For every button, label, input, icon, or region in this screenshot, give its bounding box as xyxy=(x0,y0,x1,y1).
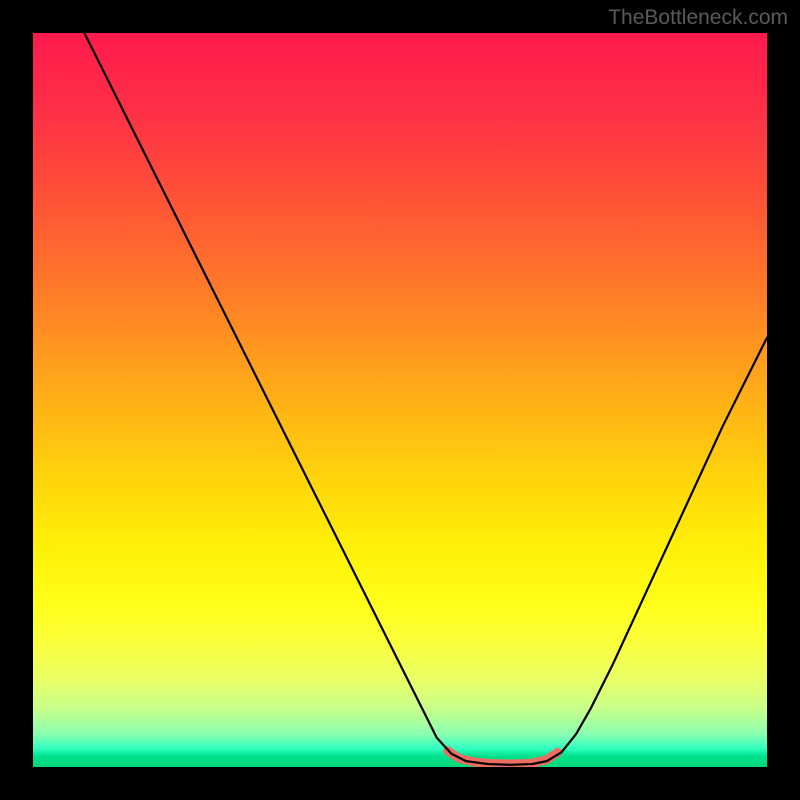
curve-layer xyxy=(33,33,767,767)
watermark-text: TheBottleneck.com xyxy=(608,6,788,30)
plot-area xyxy=(33,33,767,767)
bottleneck-curve xyxy=(84,33,767,765)
